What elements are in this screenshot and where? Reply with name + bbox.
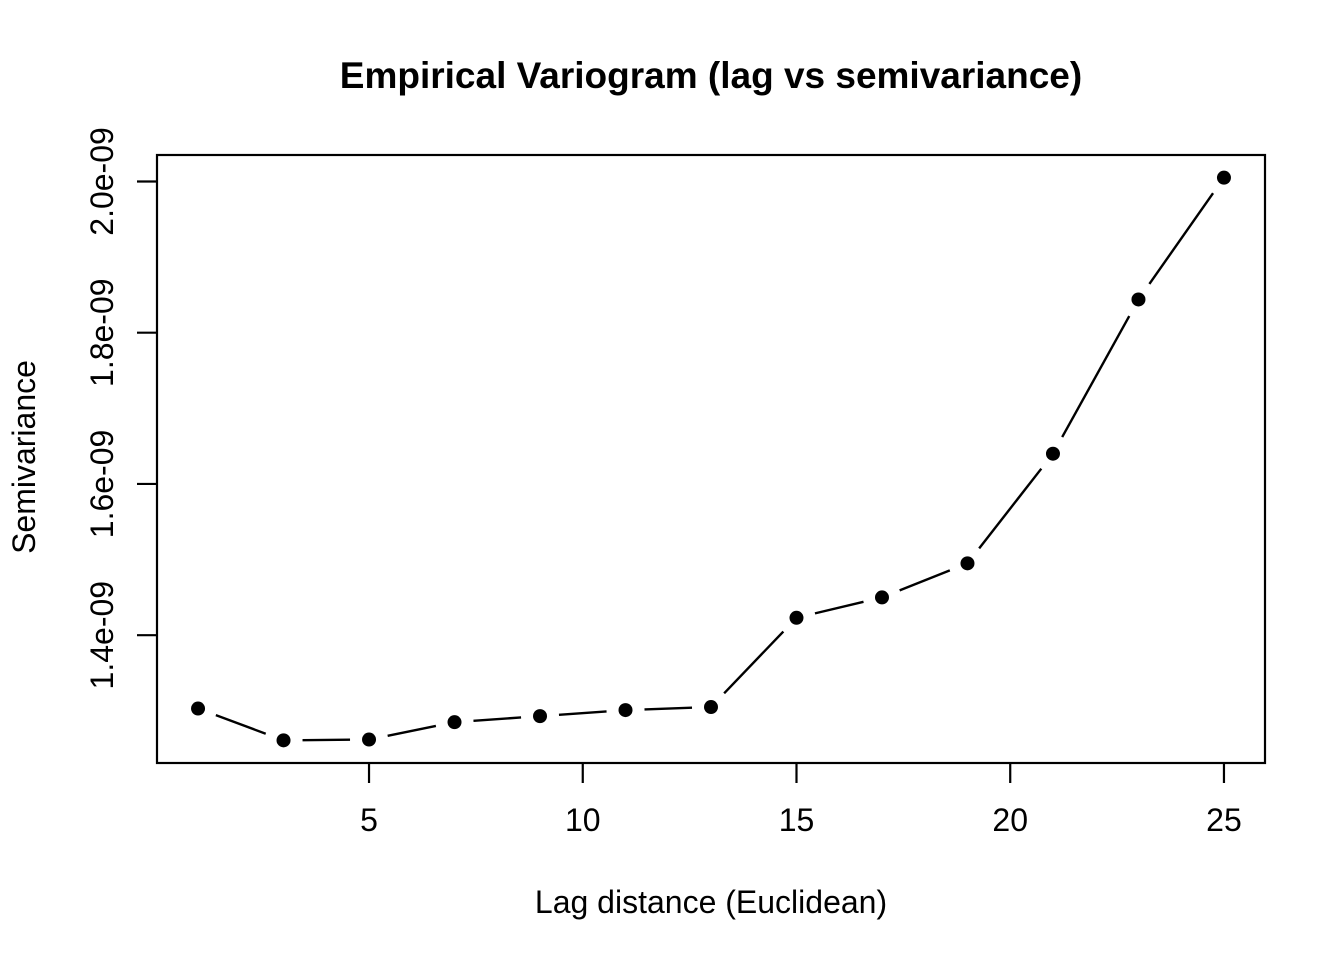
- data-point: [362, 732, 377, 747]
- y-axis-title: Semivariance: [6, 360, 42, 554]
- data-point: [789, 610, 804, 625]
- plot-box: [155, 153, 1267, 765]
- data-point: [960, 556, 975, 571]
- series-segment: [814, 600, 864, 615]
- chart-title: Empirical Variogram (lag vs semivariance…: [339, 55, 1083, 96]
- y-tick-label: 1.4e-09: [84, 581, 120, 690]
- series-segment: [978, 467, 1043, 550]
- x-tick-label: 5: [360, 802, 378, 838]
- x-tick-label: 25: [1206, 802, 1242, 838]
- x-tick-label: 20: [992, 802, 1028, 838]
- data-point: [618, 703, 633, 718]
- series-segment: [473, 716, 522, 723]
- data-point: [1216, 170, 1231, 185]
- data-point: [276, 733, 291, 748]
- x-tick-label: 15: [779, 802, 815, 838]
- data-point: [874, 590, 889, 605]
- series-segment: [1148, 192, 1215, 285]
- series-segment: [558, 710, 607, 716]
- y-tick-label: 2.0e-09: [84, 127, 120, 236]
- data-point: [191, 701, 206, 716]
- y-tick-label: 1.6e-09: [84, 430, 120, 539]
- series-segment: [723, 630, 785, 695]
- series-segment: [899, 569, 951, 592]
- series-segment: [215, 714, 267, 735]
- data-point: [533, 709, 548, 724]
- x-axis-title: Lag distance (Euclidean): [534, 884, 888, 920]
- data-point: [1045, 446, 1060, 461]
- data-point: [1131, 292, 1146, 307]
- x-tick-label: 10: [565, 802, 601, 838]
- y-tick-label: 1.8e-09: [84, 278, 120, 387]
- series-segment: [387, 724, 437, 737]
- data-point: [704, 700, 718, 715]
- series-segment: [1061, 315, 1131, 438]
- data-point: [447, 715, 462, 730]
- series-segment: [644, 706, 693, 711]
